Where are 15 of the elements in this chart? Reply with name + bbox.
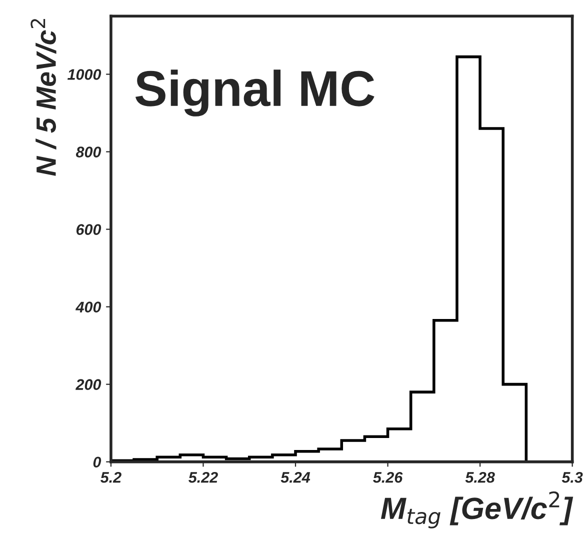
y-tick-label: 600 (76, 224, 102, 235)
x-tick-label: 5.3 (562, 472, 583, 483)
x-tick-label: 5.22 (188, 472, 218, 483)
y-tick-label: 200 (76, 379, 102, 390)
y-tick-label: 400 (75, 302, 102, 312)
y-tick-label: 0 (93, 456, 102, 468)
x-axis-title: M$_{tag}$ [GeV/c$^{2}$] (380, 491, 574, 528)
y-tick-label: 800 (76, 146, 102, 158)
x-tick-label: 5.28 (465, 472, 495, 483)
annotation: Signal MC (135, 70, 374, 116)
x-tick-label: 5.2 (100, 472, 122, 483)
x-tick-label: 5.24 (280, 472, 310, 483)
y-tick-label: 1000 (68, 69, 102, 80)
y-axis-title: N / 5 MeV/c$^{2}$ (30, 19, 56, 176)
x-tick-label: 5.26 (373, 472, 403, 483)
